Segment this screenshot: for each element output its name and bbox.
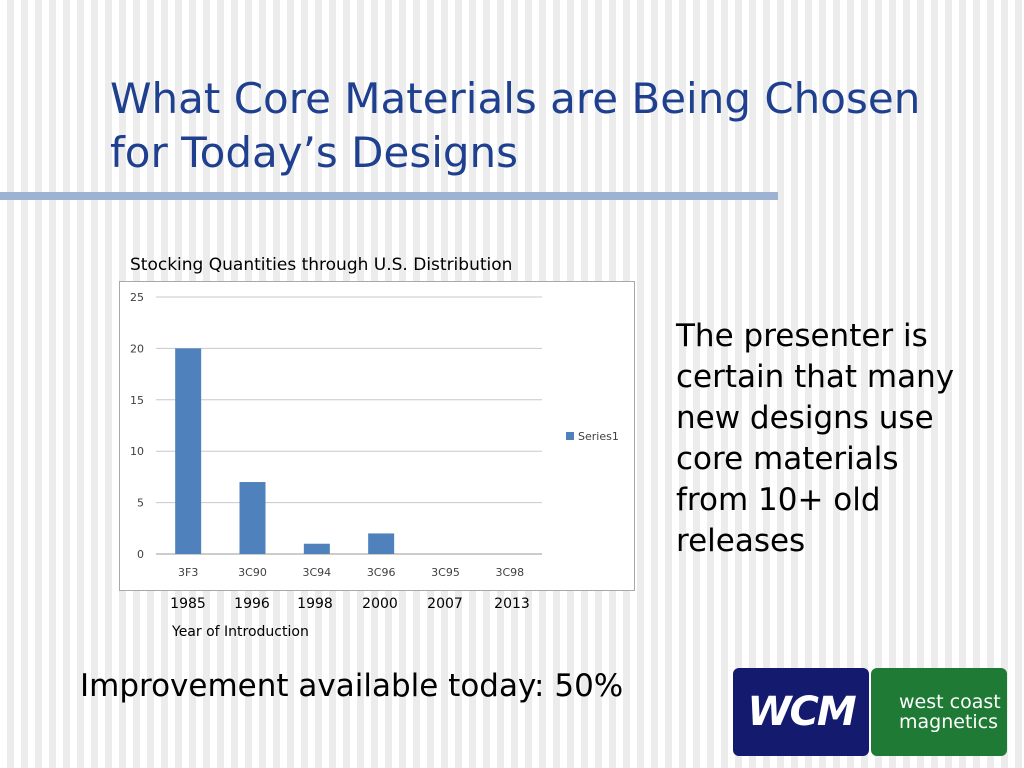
y-tick-label: 20	[130, 342, 144, 355]
body-text-line: core materials	[676, 441, 899, 477]
x-tick-label: 3C90	[238, 566, 267, 579]
chart-frame: 0 5 10 15 20 25 3F3 3C90 3C94 3C96 3C95 3C98 Series1	[119, 281, 635, 591]
bar	[368, 533, 395, 554]
x-tick-label: 3C94	[302, 566, 331, 579]
body-text-line: from 10+ old	[676, 482, 881, 518]
year-axis-title: Year of Introduction	[172, 624, 309, 640]
wcm-monogram: WCM	[747, 689, 856, 735]
logo-name-line-1: west coast	[899, 691, 1001, 713]
y-tick-label: 0	[137, 548, 144, 561]
logo-name-line-2: magnetics	[899, 711, 999, 733]
body-text: The presenter is certain that many new d…	[676, 316, 1006, 562]
x-tick-label: 3C96	[367, 566, 396, 579]
chart-title: Stocking Quantities through U.S. Distrib…	[130, 255, 513, 275]
body-text-line: new designs use	[676, 400, 934, 436]
west-coast-magnetics-logo: west coast magnetics	[871, 668, 1007, 756]
year-label: 2007	[427, 596, 463, 612]
bar	[303, 543, 330, 554]
bar-chart: 0 5 10 15 20 25 3F3 3C90 3C94 3C96 3C95 3C98 Series1	[130, 291, 619, 579]
bar	[239, 482, 266, 554]
improvement-text: Improvement available today: 50%	[80, 668, 624, 704]
year-label: 1996	[234, 596, 270, 612]
slide-title-line-1: What Core Materials are Being Chosen	[110, 74, 921, 123]
x-tick-label: 3C95	[431, 566, 460, 579]
legend-swatch	[566, 432, 574, 440]
title-divider	[0, 192, 778, 200]
year-label: 2000	[362, 596, 398, 612]
x-tick-label: 3C98	[495, 566, 524, 579]
slide-title-line-2: for Today’s Designs	[110, 128, 519, 177]
y-tick-label: 5	[137, 497, 144, 510]
body-text-line: certain that many	[676, 359, 955, 395]
slide-title: What Core Materials are Being Chosen for…	[110, 72, 1010, 180]
y-tick-label: 10	[130, 445, 144, 458]
year-label: 2013	[494, 596, 530, 612]
x-tick-label: 3F3	[178, 566, 198, 579]
y-tick-label: 25	[130, 291, 144, 304]
bar	[175, 348, 202, 554]
body-text-line: The presenter is	[676, 318, 928, 354]
body-text-line: releases	[676, 523, 806, 559]
wcm-logo: WCM	[733, 668, 869, 756]
legend-label: Series1	[578, 430, 619, 443]
year-label: 1998	[297, 596, 333, 612]
year-label: 1985	[170, 596, 206, 612]
y-tick-label: 15	[130, 394, 144, 407]
